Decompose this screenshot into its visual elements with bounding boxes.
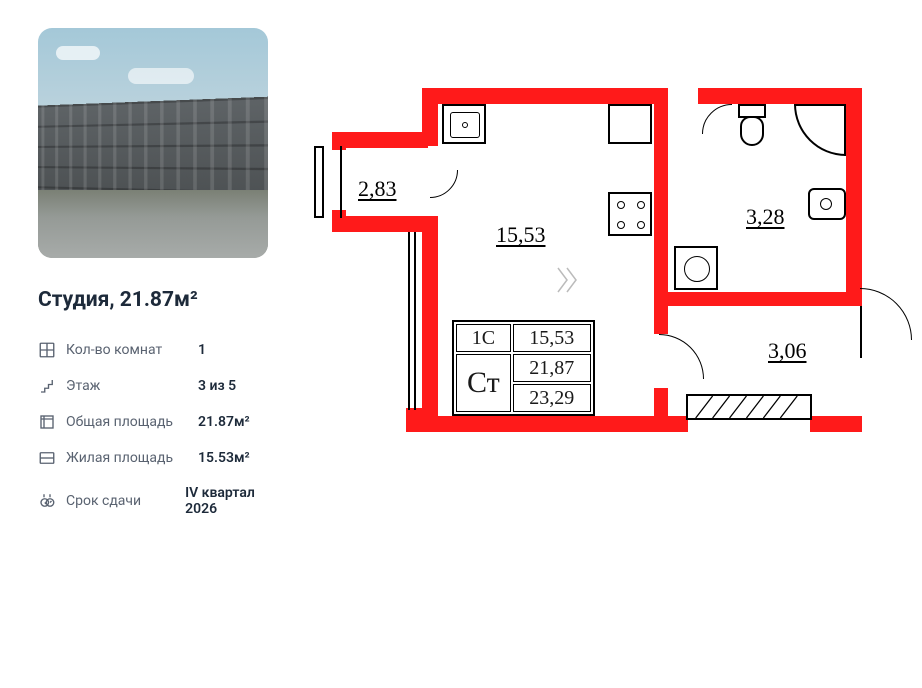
- floor-icon: [38, 377, 56, 395]
- spec-value: IV квартал 2026: [185, 485, 280, 517]
- spec-area-gross: 23,29: [513, 384, 591, 412]
- area-icon: [38, 413, 56, 431]
- spec-label: Кол-во комнат: [66, 342, 198, 358]
- spec-row: Срок сдачи IV квартал 2026: [38, 476, 280, 526]
- floorplan: 2,83 15,53 3,28 3,06 1С 15,53 Ст 21,87 2…: [314, 88, 874, 488]
- room-area-main: 15,53: [496, 222, 546, 248]
- spec-row: Этаж 3 из 5: [38, 368, 280, 404]
- room-area-bath: 3,28: [746, 204, 785, 230]
- listing-title: Студия, 21.87м²: [38, 288, 280, 312]
- floorplan-spec-table: 1С 15,53 Ст 21,87 23,29: [452, 320, 595, 416]
- specs-list: Кол-во комнат 1 Этаж 3 из 5 Общая площад…: [38, 332, 280, 526]
- spec-label: Жилая площадь: [66, 450, 198, 466]
- floorplan-panel: 2,83 15,53 3,28 3,06 1С 15,53 Ст 21,87 2…: [300, 0, 922, 688]
- info-panel: Студия, 21.87м² Кол-во комнат 1 Этаж 3 и…: [0, 0, 300, 688]
- living-icon: [38, 449, 56, 467]
- spec-code-top: 1С: [456, 324, 511, 352]
- spec-value: 21.87м²: [198, 414, 250, 430]
- spec-code-main: Ст: [456, 354, 511, 412]
- spec-row: Общая площадь 21.87м²: [38, 404, 280, 440]
- spec-area-total: 21,87: [513, 354, 591, 382]
- spec-label: Срок сдачи: [66, 493, 185, 509]
- room-area-balcony: 2,83: [358, 176, 397, 202]
- spec-value: 15.53м²: [198, 450, 250, 466]
- building-photo: [38, 28, 268, 258]
- spec-row: Жилая площадь 15.53м²: [38, 440, 280, 476]
- rooms-icon: [38, 341, 56, 359]
- spec-label: Общая площадь: [66, 414, 198, 430]
- spec-value: 1: [198, 342, 206, 358]
- deadline-icon: [38, 492, 56, 510]
- spec-label: Этаж: [66, 378, 198, 394]
- room-area-hall: 3,06: [768, 338, 807, 364]
- spec-row: Кол-во комнат 1: [38, 332, 280, 368]
- spec-value: 3 из 5: [198, 378, 236, 394]
- spec-area-living: 15,53: [513, 324, 591, 352]
